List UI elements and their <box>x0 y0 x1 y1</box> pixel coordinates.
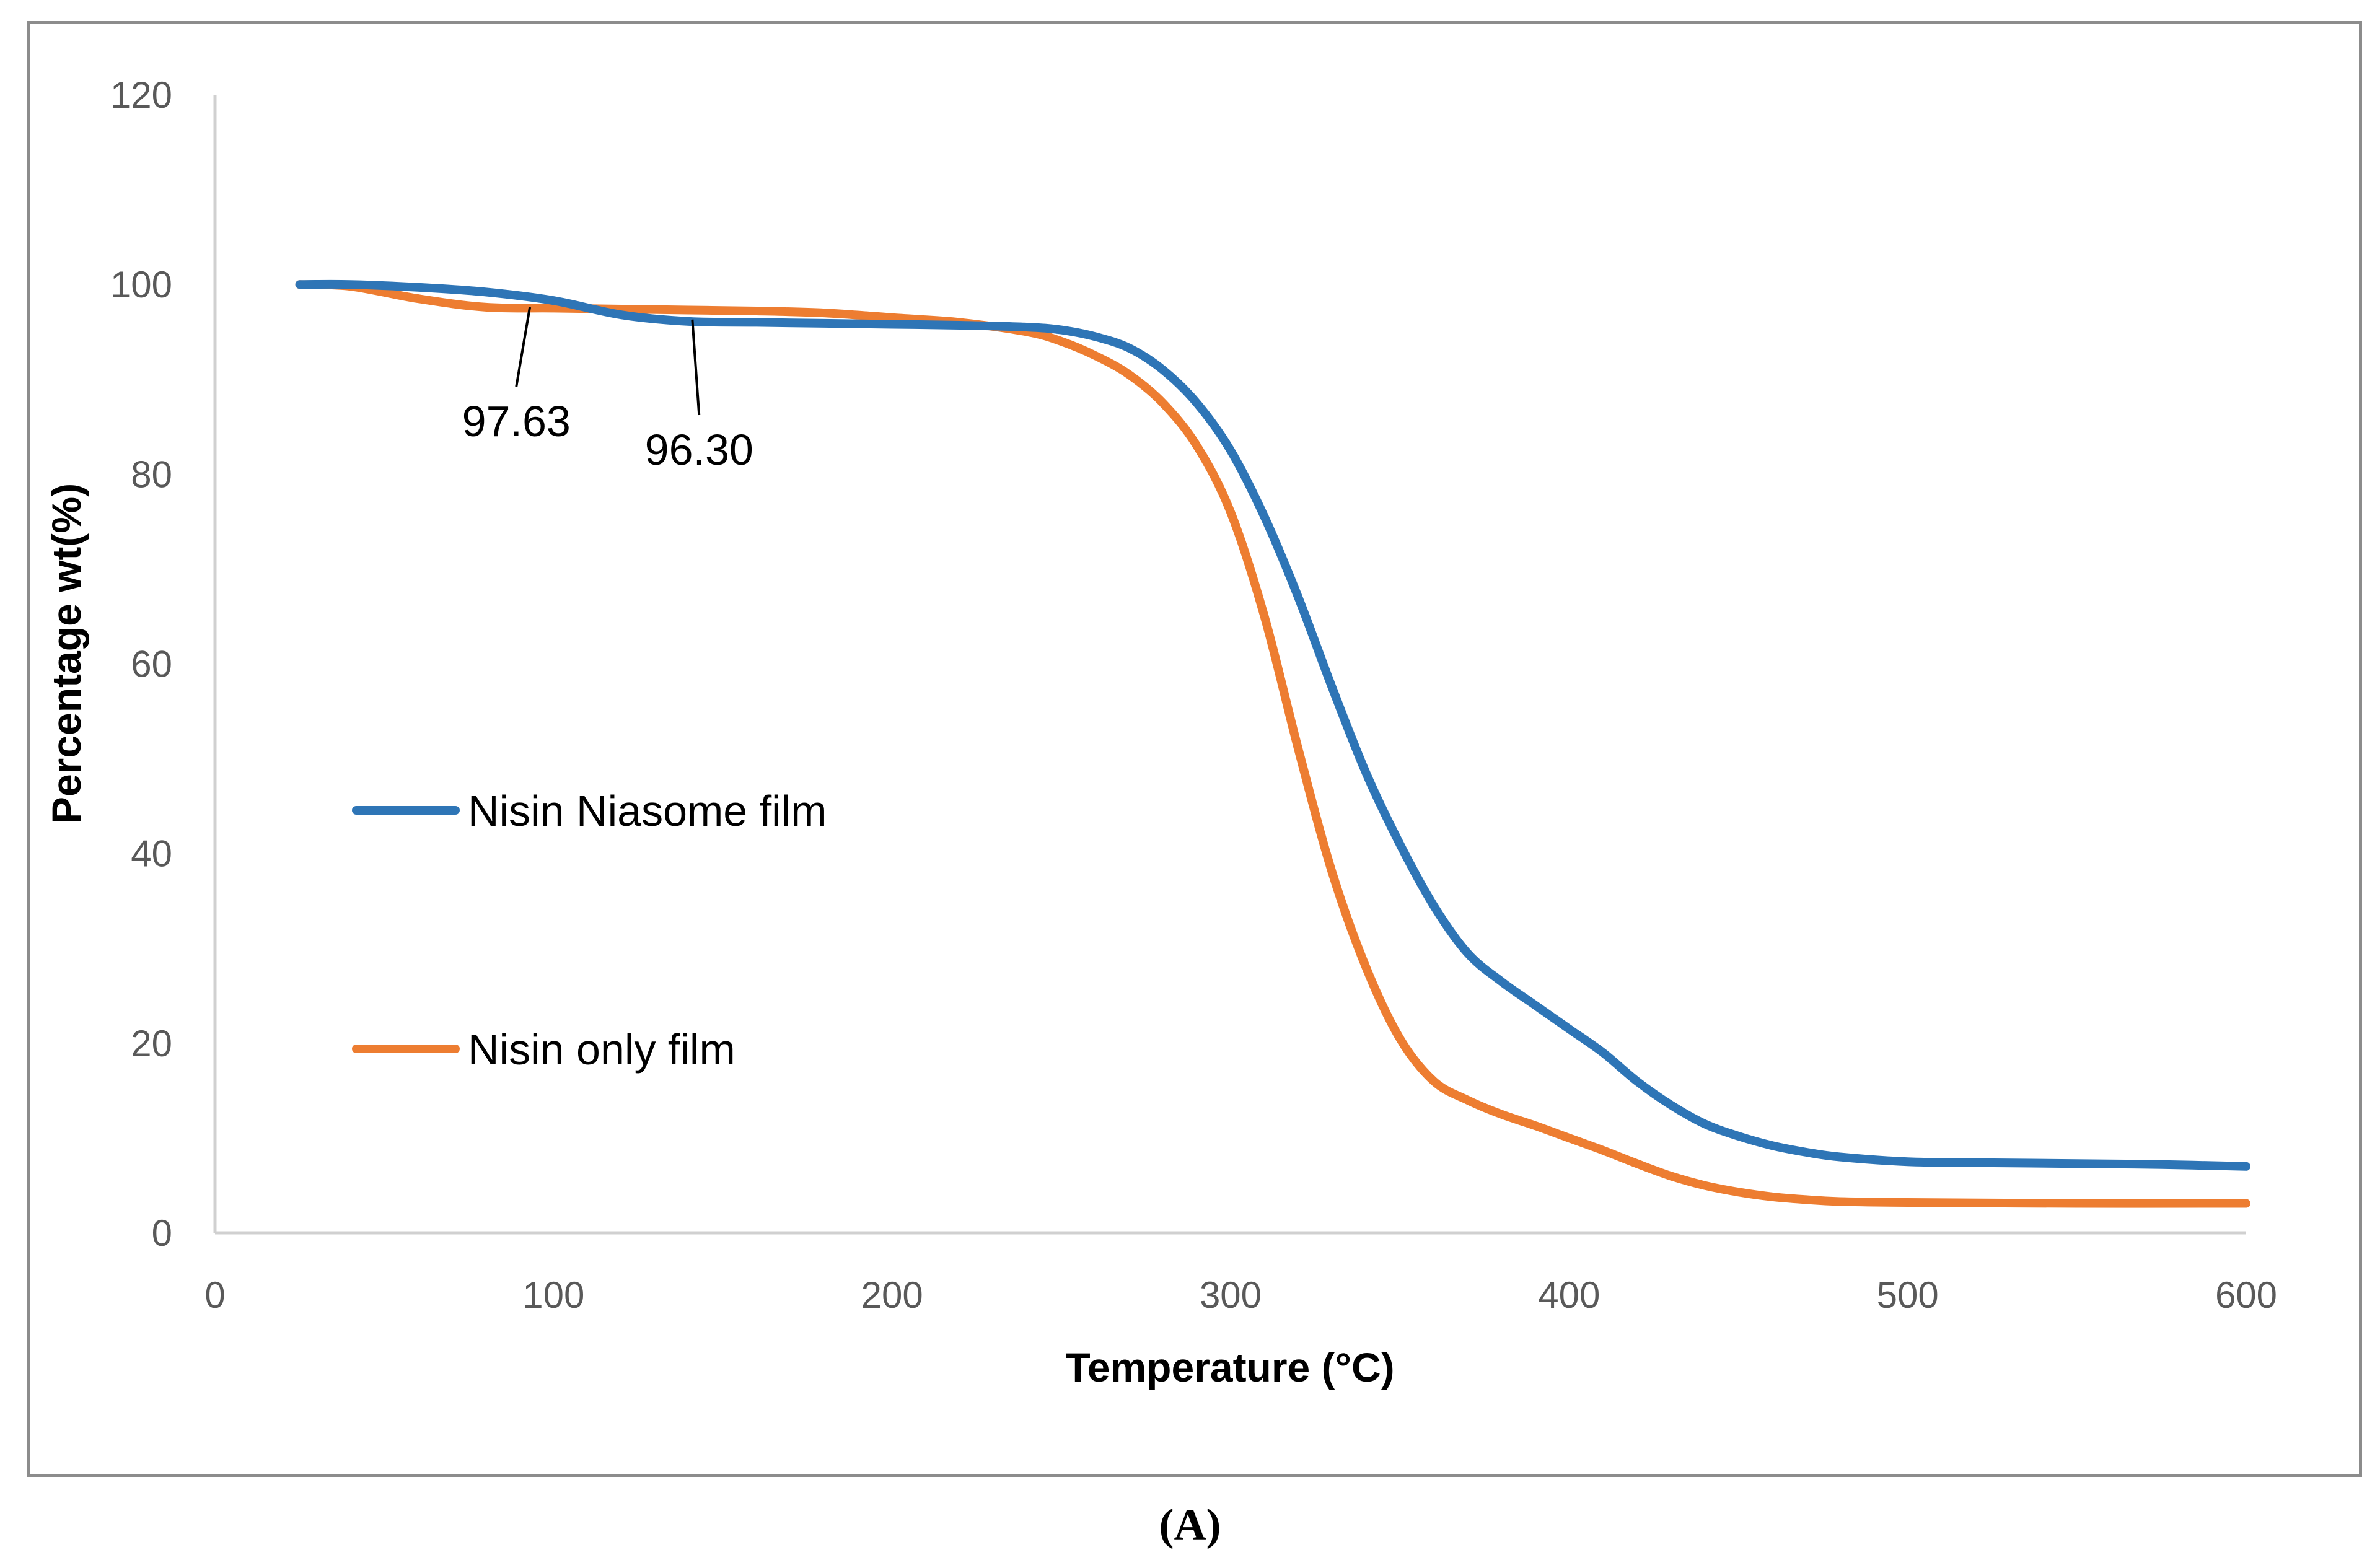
y-tick-labels: 0 20 40 60 80 100 120 <box>110 74 172 1254</box>
x-tick-label: 100 <box>522 1274 584 1316</box>
x-tick-label: 300 <box>1200 1274 1262 1316</box>
legend: Nisin Niasome film Nisin only film <box>352 787 827 1074</box>
y-tick-label: 100 <box>110 264 172 305</box>
axes <box>213 95 2246 1235</box>
series-line-nisin-only-film <box>295 280 2250 1208</box>
x-axis-title: Temperature (°C) <box>1065 1344 1394 1390</box>
series-lines <box>295 279 2250 1208</box>
legend-label: Nisin only film <box>468 1025 736 1074</box>
annotation-leader-line <box>515 307 532 387</box>
x-tick-label: 600 <box>2215 1274 2277 1316</box>
legend-label: Nisin Niasome film <box>468 787 827 835</box>
annotation-label: 96.30 <box>645 426 753 474</box>
x-tick-label: 400 <box>1538 1274 1600 1316</box>
y-tick-label: 60 <box>131 644 172 685</box>
y-axis-title: Percentage wt(%) <box>43 483 89 824</box>
x-tick-label: 0 <box>204 1274 225 1316</box>
x-tick-label: 200 <box>861 1274 923 1316</box>
annotation-leader-line <box>691 319 701 416</box>
y-tick-label: 0 <box>152 1212 172 1254</box>
series-line-nisin-niasome-film <box>295 279 2250 1171</box>
y-tick-label: 120 <box>110 74 172 116</box>
annotations: 97.63 96.30 <box>462 307 753 474</box>
y-tick-label: 40 <box>131 833 172 875</box>
panel-caption: (A) <box>1159 1500 1221 1549</box>
y-tick-label: 20 <box>131 1023 172 1064</box>
y-tick-label: 80 <box>131 453 172 495</box>
annotation-label: 97.63 <box>462 397 571 445</box>
x-tick-label: 500 <box>1877 1274 1939 1316</box>
x-tick-labels: 0 100 200 300 400 500 600 <box>204 1274 2277 1316</box>
